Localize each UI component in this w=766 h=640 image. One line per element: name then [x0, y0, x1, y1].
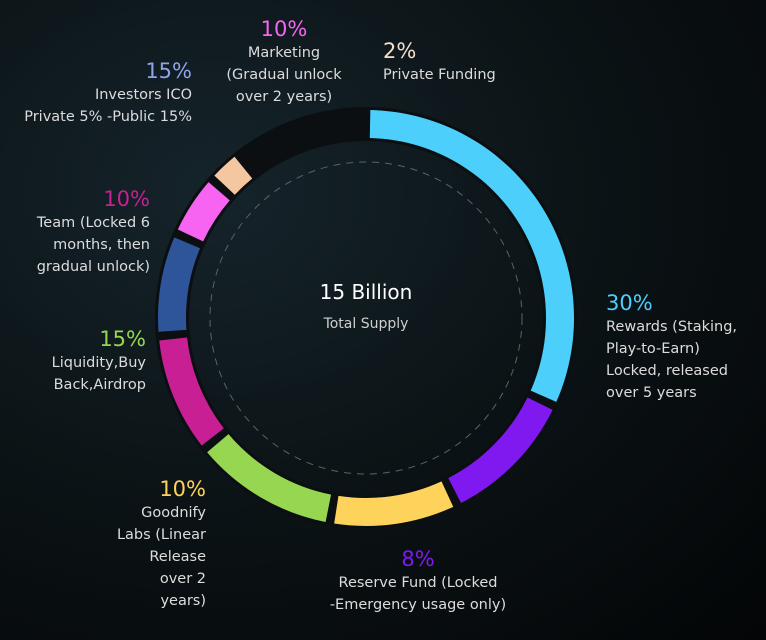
- slice-rewards: [369, 110, 574, 402]
- slice-goodnify-labs: [334, 481, 454, 526]
- slice-liquidity: [207, 434, 332, 523]
- desc-liquidity: Liquidity,Buy Back,Airdrop: [51, 355, 146, 393]
- pct-marketing: 10%: [260, 17, 308, 41]
- slice-marketing: [177, 182, 230, 242]
- desc-team: Team (Locked 6 months, then gradual unlo…: [36, 215, 150, 275]
- slice-reserve-fund: [448, 397, 553, 503]
- center-total: 15 Billion: [319, 280, 413, 304]
- desc-rewards: Rewards (Staking, Play-to-Earn) Locked, …: [606, 319, 738, 401]
- slice-private-funding: [214, 156, 253, 195]
- desc-investors: Investors ICO Private 5% -Public 15%: [24, 87, 192, 125]
- label-liquidity: 15% Liquidity,Buy Back,Airdrop: [20, 326, 146, 396]
- pct-rewards: 30%: [606, 291, 653, 315]
- label-rewards: 30% Rewards (Staking, Play-to-Earn) Lock…: [606, 290, 764, 404]
- pct-liquidity: 15%: [99, 327, 146, 351]
- slice-team: [159, 337, 224, 446]
- slice-investors: [158, 237, 201, 332]
- desc-marketing: Marketing (Gradual unlock over 2 years): [226, 45, 342, 105]
- label-private-funding: 2% Private Funding: [383, 38, 533, 86]
- label-marketing: 10% Marketing (Gradual unlock over 2 yea…: [194, 16, 374, 108]
- pct-private-funding: 2%: [383, 39, 417, 63]
- label-team: 10% Team (Locked 6 months, then gradual …: [10, 186, 150, 278]
- center-subtitle: Total Supply: [323, 316, 409, 332]
- desc-goodnify-labs: Goodnify Labs (Linear Release over 2 yea…: [116, 505, 206, 609]
- inner-dashed-ring: [209, 161, 523, 475]
- pct-reserve-fund: 8%: [401, 547, 435, 571]
- label-goodnify-labs: 10% Goodnify Labs (Linear Release over 2…: [86, 476, 206, 612]
- desc-reserve-fund: Reserve Fund (Locked -Emergency usage on…: [329, 575, 507, 613]
- desc-private-funding: Private Funding: [383, 67, 496, 83]
- label-investors: 15% Investors ICO Private 5% -Public 15%: [4, 58, 192, 128]
- label-reserve-fund: 8% Reserve Fund (Locked -Emergency usage…: [300, 546, 536, 616]
- pct-goodnify-labs: 10%: [159, 477, 206, 501]
- pct-team: 10%: [103, 187, 150, 211]
- pct-investors: 15%: [145, 59, 192, 83]
